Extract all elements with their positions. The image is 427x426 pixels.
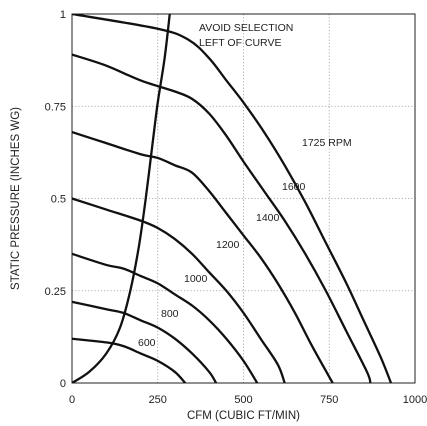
x-tick-label: 250 — [149, 394, 167, 406]
x-tick-label: 750 — [320, 394, 338, 406]
rpm-curve-600 — [72, 337, 187, 383]
performance-curves — [72, 14, 393, 383]
annotation-line-1: AVOID SELECTION — [199, 22, 293, 34]
curve-label-1400: 1400 — [256, 212, 280, 224]
rpm-curve-800 — [72, 300, 218, 383]
x-axis-title: CFM (CUBIC FT/MIN) — [187, 410, 300, 422]
annotation-line-2: LEFT OF CURVE — [199, 37, 281, 49]
x-tick-label: 500 — [234, 394, 252, 406]
curve-label-1725: 1725 RPM — [302, 137, 352, 149]
curve-label-1200: 1200 — [216, 239, 240, 251]
y-tick-label: 1 — [60, 9, 66, 21]
curve-labels: 1725 RPM 1600 1400 1200 1000 800 600 — [138, 137, 352, 349]
selection-limit-curve — [72, 14, 171, 383]
y-tick-label: 0.5 — [51, 194, 66, 206]
y-tick-label: 0 — [60, 378, 66, 390]
y-tick-label: 0.75 — [45, 101, 66, 113]
curve-label-1600: 1600 — [282, 181, 306, 193]
y-tick-label: 0.25 — [45, 286, 66, 298]
rpm-curve-1400 — [72, 130, 334, 383]
tick-labels: 0 250 500 750 1000 0 0.25 0.5 0.75 1 — [45, 9, 427, 406]
rpm-curve-1200 — [72, 197, 286, 383]
x-tick-label: 1000 — [403, 394, 427, 406]
rpm-curve-1600 — [72, 53, 372, 383]
curve-label-800: 800 — [161, 308, 179, 320]
rpm-curve-1725 — [72, 14, 393, 383]
x-tick-label: 0 — [69, 394, 75, 406]
y-axis-title: STATIC PRESSURE (INCHES WG) — [10, 107, 22, 290]
curve-label-1000: 1000 — [184, 273, 208, 285]
curve-label-600: 600 — [138, 337, 156, 349]
gridlines — [72, 14, 415, 383]
rpm-curve-1000 — [72, 252, 259, 383]
